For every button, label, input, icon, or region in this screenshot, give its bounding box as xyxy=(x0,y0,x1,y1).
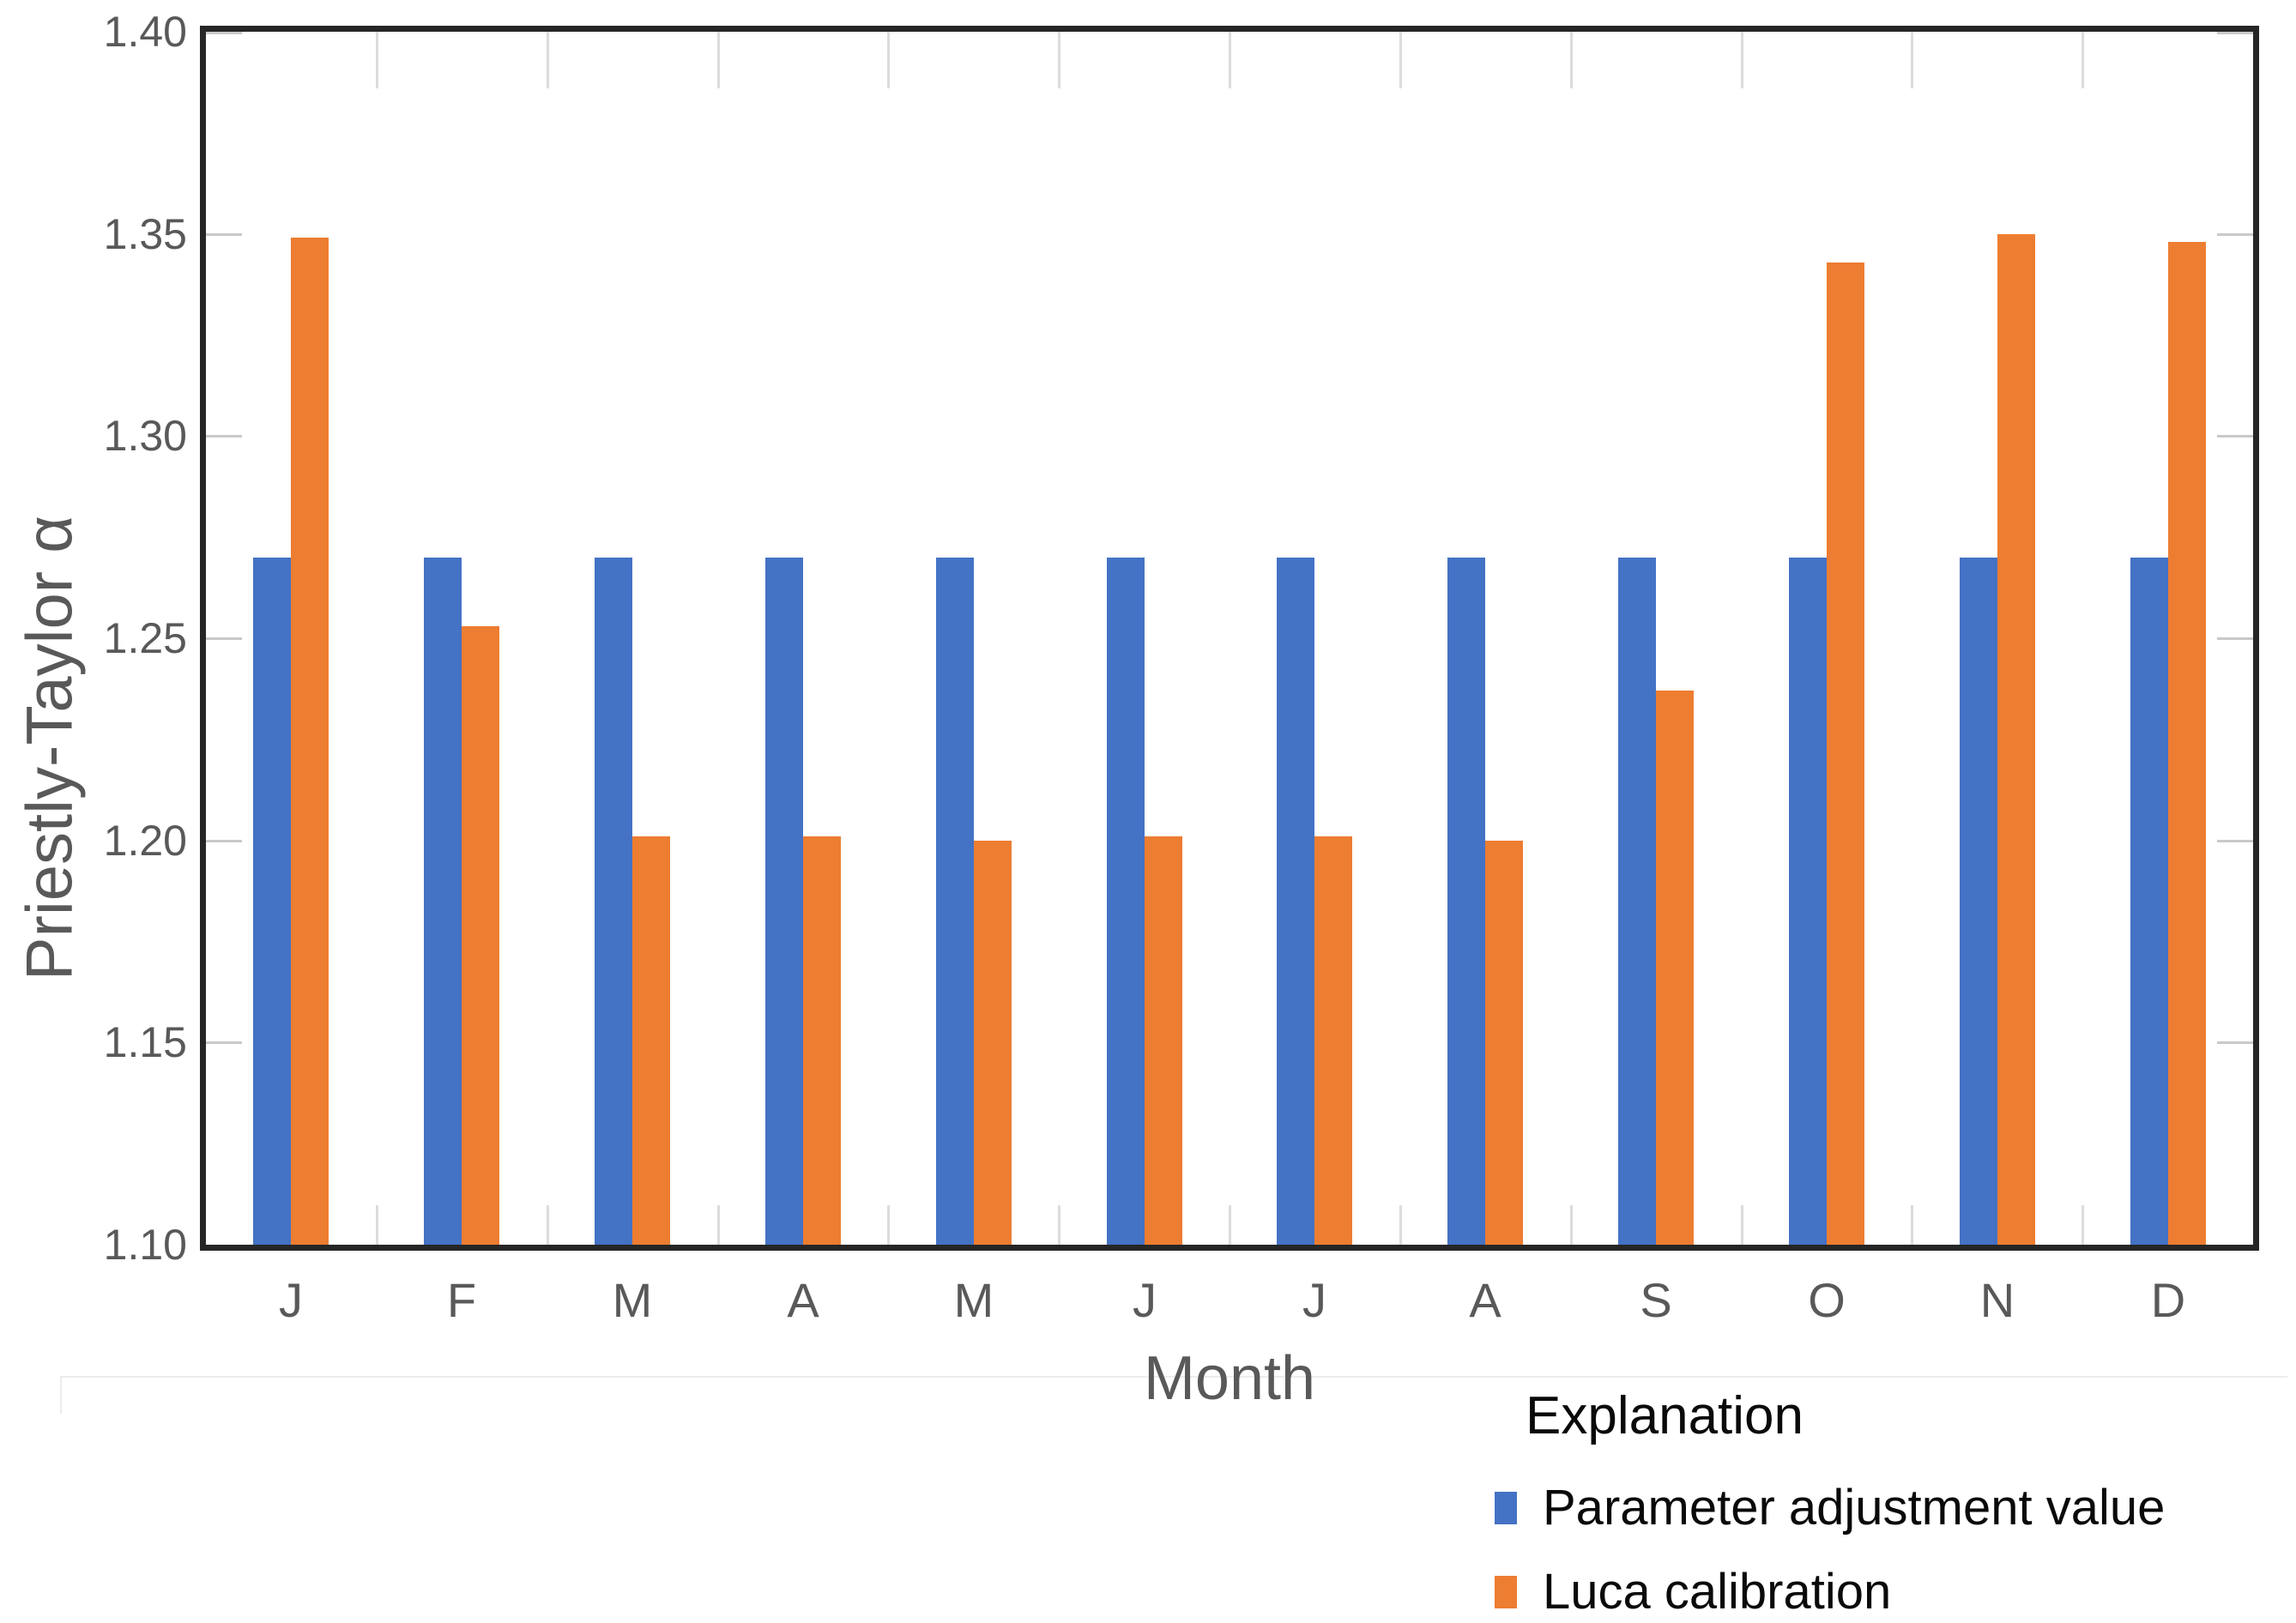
category-separator-tick xyxy=(1229,32,1231,88)
x-tick-label: J xyxy=(1302,1273,1326,1327)
category-separator-tick xyxy=(1058,32,1060,88)
y-tick-mark xyxy=(206,32,242,34)
category-separator-tick xyxy=(717,32,720,88)
y-tick-mark xyxy=(2217,637,2253,640)
category-separator-tick xyxy=(376,1205,378,1245)
bar-parameter-adjustment-value xyxy=(1960,558,1997,1245)
bar-luca-calibration xyxy=(974,841,1012,1245)
bar-luca-calibration xyxy=(2168,242,2206,1245)
y-tick-mark xyxy=(2217,840,2253,842)
legend-swatch-orange-icon xyxy=(1495,1576,1517,1608)
category-separator-tick xyxy=(717,1205,720,1245)
legend-swatch-blue-icon xyxy=(1495,1492,1517,1524)
y-tick-mark xyxy=(206,435,242,437)
bar-parameter-adjustment-value xyxy=(1277,558,1314,1245)
y-tick-mark xyxy=(2217,32,2253,34)
bar-luca-calibration xyxy=(1656,691,1694,1245)
category-separator-tick xyxy=(887,32,890,88)
bar-luca-calibration xyxy=(291,238,329,1245)
x-tick-label: M xyxy=(953,1273,994,1327)
y-tick-mark xyxy=(2217,233,2253,236)
category-separator-tick xyxy=(547,1205,549,1245)
bar-luca-calibration xyxy=(1145,836,1182,1245)
legend-item-parameter-adjustment-value: Parameter adjustment value xyxy=(1495,1481,2165,1536)
x-tick-label: N xyxy=(1979,1273,2015,1327)
bar-parameter-adjustment-value xyxy=(1107,558,1145,1245)
bar-parameter-adjustment-value xyxy=(765,558,803,1245)
bar-luca-calibration xyxy=(462,626,499,1245)
x-tick-label: J xyxy=(1133,1273,1157,1327)
bar-luca-calibration xyxy=(1314,836,1352,1245)
bar-parameter-adjustment-value xyxy=(1447,558,1485,1245)
y-tick-mark xyxy=(2217,1041,2253,1044)
legend-item-label: Luca calibration xyxy=(1543,1564,1892,1620)
category-separator-tick xyxy=(1741,32,1743,88)
bar-parameter-adjustment-value xyxy=(1618,558,1656,1245)
category-separator-tick xyxy=(1570,1205,1573,1245)
y-tick-mark xyxy=(206,637,242,640)
y-tick-mark xyxy=(206,840,242,842)
plot-inner xyxy=(206,32,2253,1245)
x-tick-label: S xyxy=(1640,1273,1672,1327)
bar-parameter-adjustment-value xyxy=(936,558,974,1245)
y-tick-label: 1.30 xyxy=(103,412,187,461)
y-axis-title: Priestly-Taylor α xyxy=(13,515,87,981)
x-tick-label: M xyxy=(612,1273,653,1327)
category-separator-tick xyxy=(1229,1205,1231,1245)
category-separator-tick xyxy=(1911,1205,1913,1245)
category-separator-tick xyxy=(2082,1205,2084,1245)
bar-luca-calibration xyxy=(1485,841,1523,1245)
legend-item-label: Parameter adjustment value xyxy=(1543,1480,2166,1536)
y-tick-label: 1.20 xyxy=(103,816,187,865)
bar-parameter-adjustment-value xyxy=(2130,558,2168,1245)
category-separator-tick xyxy=(1741,1205,1743,1245)
x-tick-label: A xyxy=(1469,1273,1501,1327)
x-tick-label: F xyxy=(446,1273,477,1327)
category-separator-tick xyxy=(376,32,378,88)
bar-parameter-adjustment-value xyxy=(1789,558,1827,1245)
y-tick-label: 1.15 xyxy=(103,1018,187,1067)
bar-parameter-adjustment-value xyxy=(253,558,291,1245)
y-tick-mark xyxy=(206,1041,242,1044)
y-tick-label: 1.25 xyxy=(103,614,187,662)
bar-luca-calibration xyxy=(632,836,670,1245)
x-axis-title: Month xyxy=(1143,1344,1316,1413)
legend-item-luca-calibration: Luca calibration xyxy=(1495,1565,2165,1620)
bar-luca-calibration xyxy=(1997,234,2035,1245)
figure-bottom-rule-corner xyxy=(60,1376,62,1414)
bar-luca-calibration xyxy=(1827,262,1864,1245)
figure-bottom-rule xyxy=(60,1376,2287,1378)
y-tick-mark xyxy=(206,233,242,236)
category-separator-tick xyxy=(1911,32,1913,88)
category-separator-tick xyxy=(1399,1205,1402,1245)
category-separator-tick xyxy=(2082,32,2084,88)
category-separator-tick xyxy=(1058,1205,1060,1245)
legend: Explanation Parameter adjustment value L… xyxy=(1495,1386,2165,1620)
y-tick-mark xyxy=(2217,435,2253,437)
y-tick-label: 1.35 xyxy=(103,209,187,258)
x-tick-label: A xyxy=(787,1273,819,1327)
legend-title: Explanation xyxy=(1526,1386,1804,1445)
bar-luca-calibration xyxy=(803,836,841,1245)
category-separator-tick xyxy=(887,1205,890,1245)
x-tick-label: O xyxy=(1808,1273,1846,1327)
x-tick-label: D xyxy=(2150,1273,2186,1327)
category-separator-tick xyxy=(547,32,549,88)
category-separator-tick xyxy=(1570,32,1573,88)
y-tick-label: 1.10 xyxy=(103,1221,187,1269)
bar-parameter-adjustment-value xyxy=(595,558,632,1245)
plot-area xyxy=(200,26,2259,1251)
category-separator-tick xyxy=(1399,32,1402,88)
x-tick-label: J xyxy=(279,1273,303,1327)
bar-parameter-adjustment-value xyxy=(424,558,462,1245)
y-tick-label: 1.40 xyxy=(103,8,187,56)
